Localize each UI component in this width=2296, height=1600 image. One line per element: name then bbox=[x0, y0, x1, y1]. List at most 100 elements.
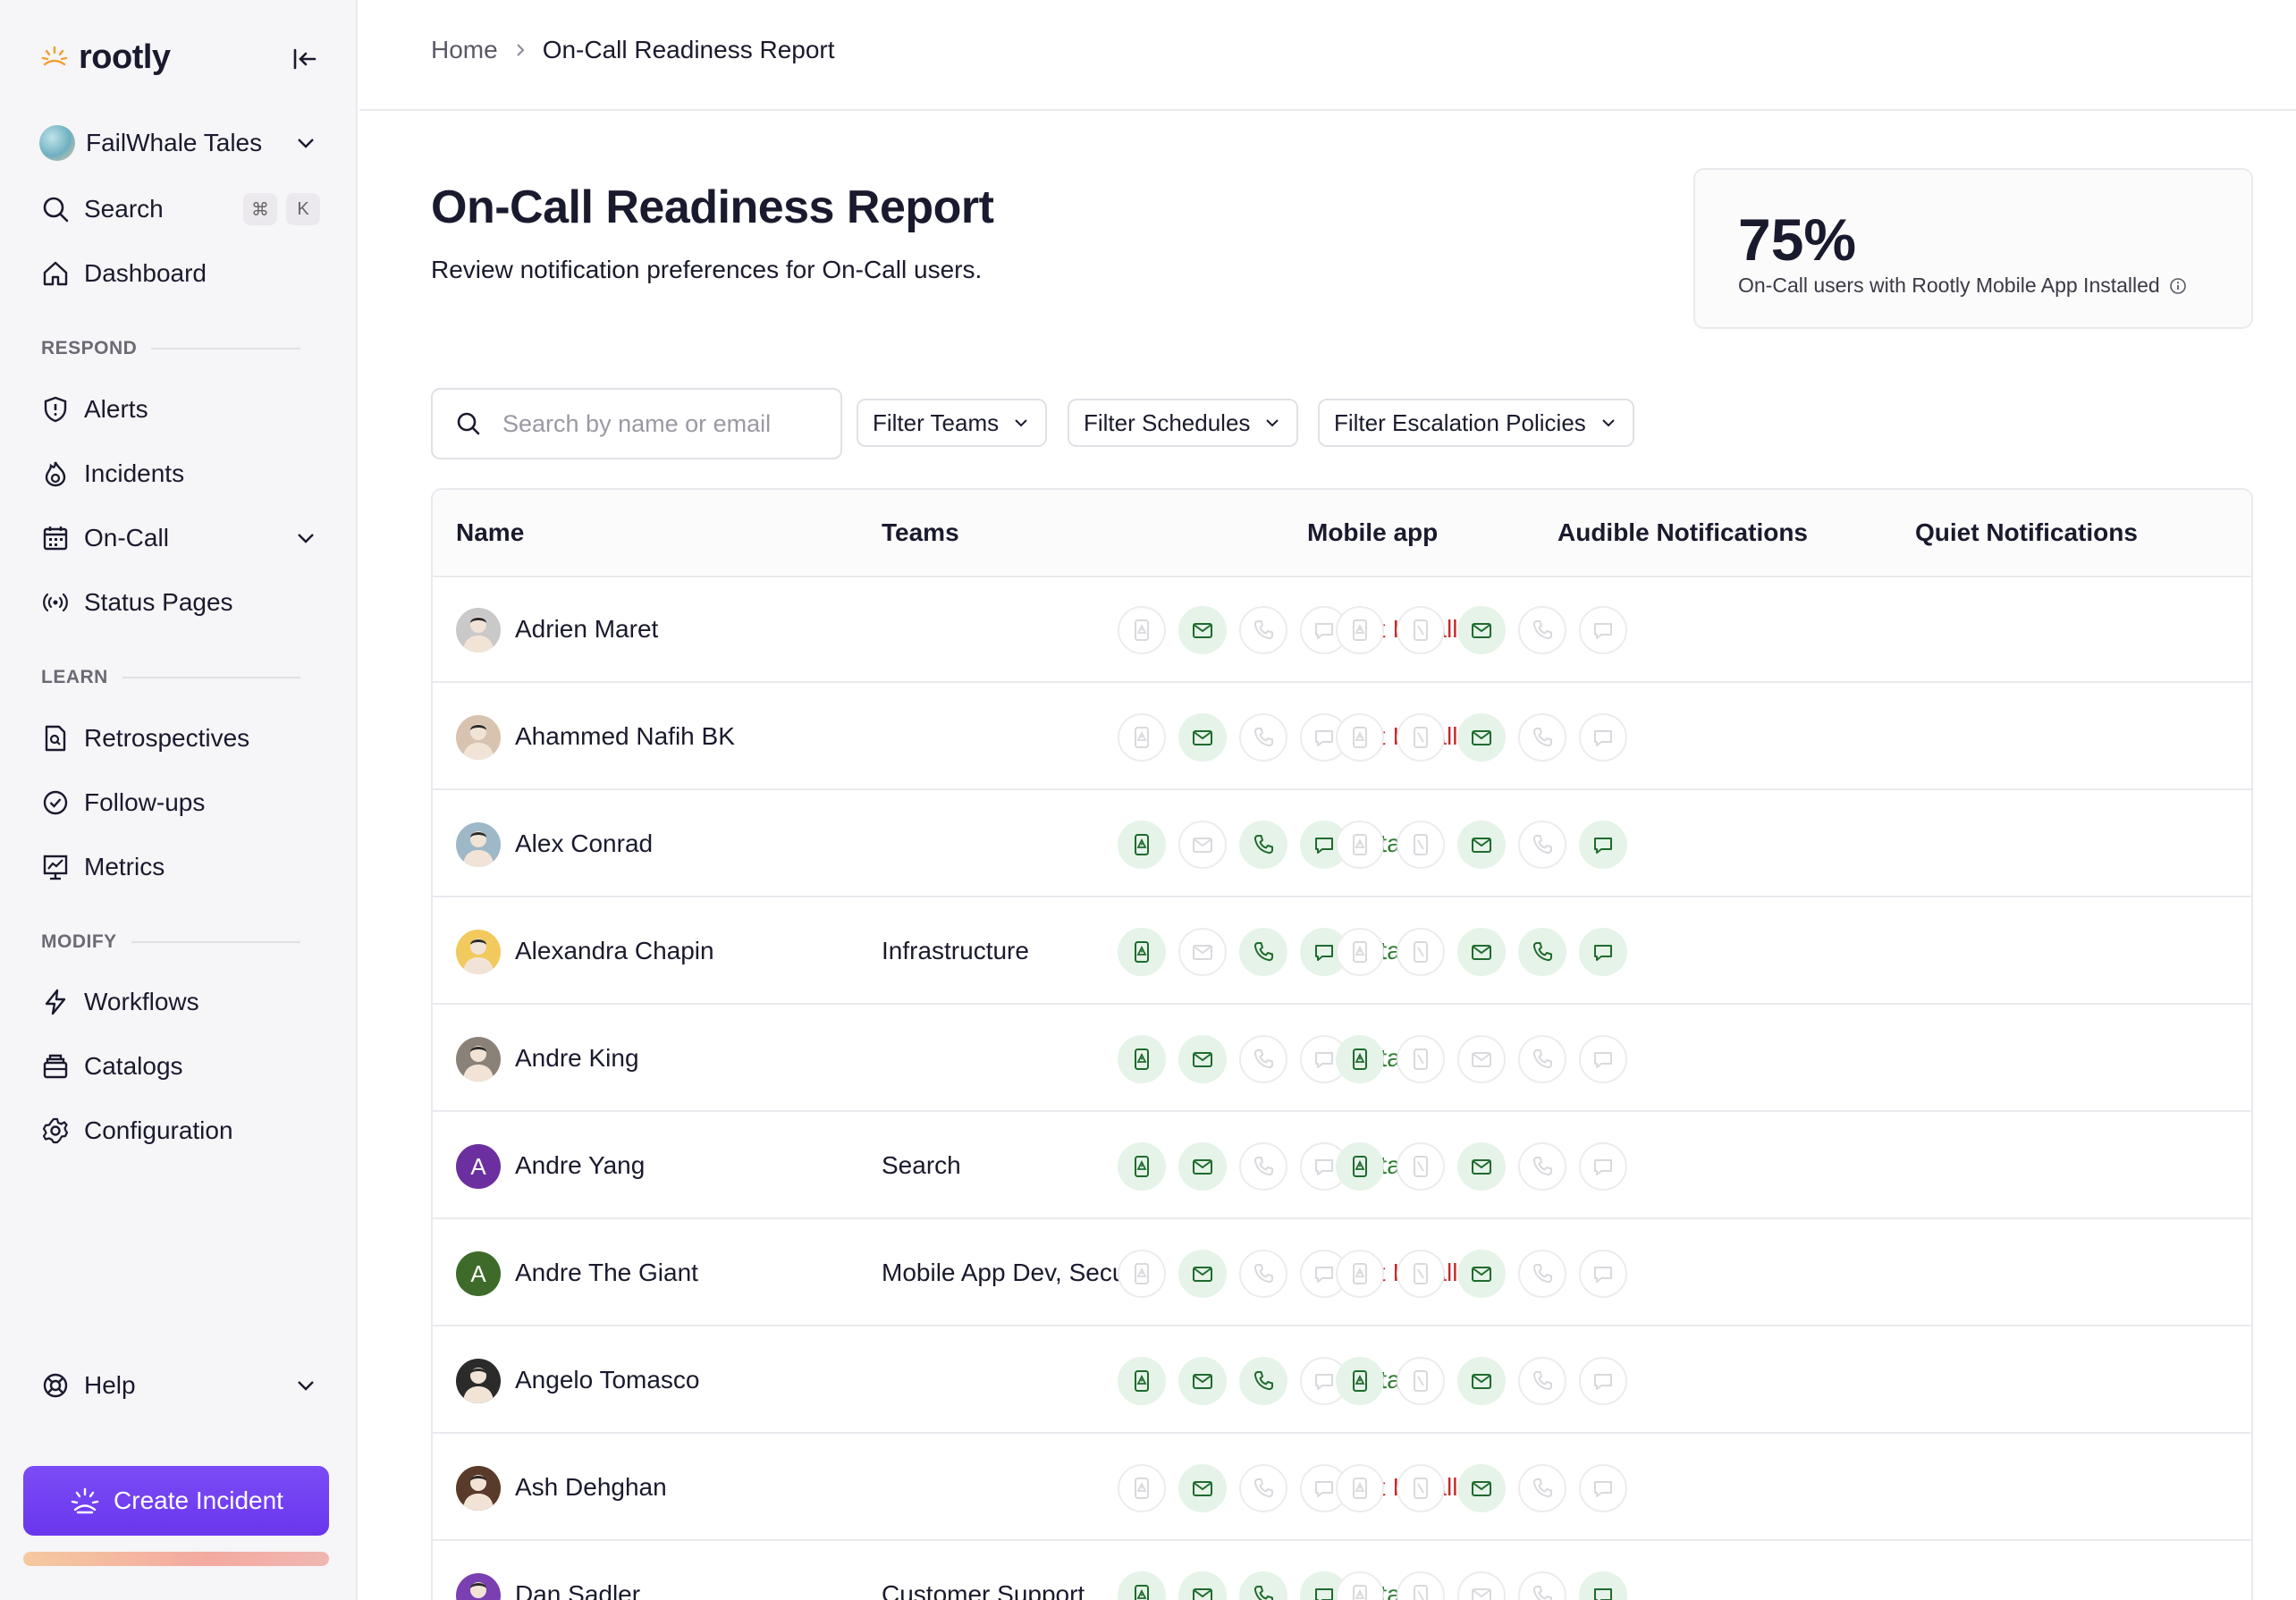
user-name[interactable]: Alexandra Chapin bbox=[515, 937, 714, 964]
email-icon bbox=[1457, 1464, 1506, 1512]
quiet-notification-icons bbox=[1336, 1250, 1640, 1298]
audible-notification-icons bbox=[1118, 606, 1361, 654]
email-icon bbox=[1457, 713, 1506, 762]
table-row[interactable]: Alex Conrad Installed bbox=[433, 792, 2251, 897]
email-icon bbox=[1457, 821, 1506, 869]
phone-icon bbox=[1518, 821, 1566, 869]
user-name[interactable]: Andre The Giant bbox=[515, 1259, 698, 1286]
mobile-push-icon bbox=[1118, 713, 1166, 762]
sidebar-item-on-call[interactable]: On-Call bbox=[25, 511, 333, 565]
table-row[interactable]: A Andre Yang Search Installed bbox=[433, 1114, 2251, 1219]
readiness-table: Name Teams Mobile app Audible Notificati… bbox=[431, 488, 2253, 1600]
sidebar-item-status-pages[interactable]: Status Pages bbox=[25, 576, 333, 629]
email-icon bbox=[1178, 1357, 1227, 1405]
sms-icon bbox=[1579, 821, 1627, 869]
column-header-mobile-app[interactable]: Mobile app bbox=[1307, 518, 1439, 546]
phone-icon bbox=[1239, 1357, 1287, 1405]
search-input[interactable] bbox=[502, 409, 824, 438]
create-incident-button[interactable]: Create Incident bbox=[23, 1466, 329, 1536]
table-row[interactable]: Dan Sadler Customer Support Installed bbox=[433, 1543, 2251, 1600]
sms-icon bbox=[1579, 1035, 1627, 1083]
user-name[interactable]: Andre Yang bbox=[515, 1151, 646, 1179]
filter-escalation-dropdown[interactable]: Filter Escalation Policies bbox=[1318, 399, 1634, 447]
user-search[interactable] bbox=[431, 388, 842, 459]
quiet-notification-icons bbox=[1336, 928, 1640, 976]
sidebar-item-dashboard[interactable]: Dashboard bbox=[25, 247, 333, 300]
sidebar: rootly FailWhale Tales Search ⌘ K Dashbo… bbox=[0, 0, 358, 1600]
sidebar-item-label: Workflows bbox=[84, 988, 199, 1015]
mobile-push-silent-icon bbox=[1397, 1035, 1445, 1083]
column-header-audible[interactable]: Audible Notifications bbox=[1557, 518, 1808, 546]
sidebar-item-metrics[interactable]: Metrics bbox=[25, 840, 333, 894]
mobile-push-silent-icon bbox=[1397, 1250, 1445, 1298]
info-icon[interactable] bbox=[2169, 277, 2187, 295]
quiet-notification-icons bbox=[1336, 1357, 1640, 1405]
logo[interactable]: rootly bbox=[39, 36, 322, 79]
avatar bbox=[456, 1359, 501, 1403]
user-teams: Search bbox=[882, 1151, 961, 1179]
user-name[interactable]: Ahammed Nafih BK bbox=[515, 722, 735, 750]
sidebar-search[interactable]: Search ⌘ K bbox=[25, 182, 333, 236]
table-row[interactable]: Ash Dehghan Not Installed bbox=[433, 1436, 2251, 1541]
person-silhouette-icon bbox=[463, 617, 494, 653]
sidebar-item-alerts[interactable]: Alerts bbox=[25, 383, 333, 436]
collapse-sidebar-icon[interactable] bbox=[286, 41, 322, 77]
mobile-push-icon bbox=[1336, 1142, 1384, 1191]
phone-icon bbox=[1518, 1035, 1566, 1083]
user-name[interactable]: Dan Sadler bbox=[515, 1580, 641, 1600]
email-icon bbox=[1457, 606, 1506, 654]
table-row[interactable]: Angelo Tomasco Installed bbox=[433, 1328, 2251, 1434]
phone-icon bbox=[1518, 1464, 1566, 1512]
section-respond: RESPOND bbox=[41, 338, 300, 359]
table-row[interactable]: Alexandra Chapin Infrastructure Installe… bbox=[433, 899, 2251, 1005]
user-name[interactable]: Adrien Maret bbox=[515, 615, 659, 643]
column-header-teams[interactable]: Teams bbox=[882, 518, 959, 546]
audible-notification-icons bbox=[1118, 1464, 1361, 1512]
audible-notification-icons bbox=[1118, 1250, 1361, 1298]
mobile-push-silent-icon bbox=[1397, 1142, 1445, 1191]
mobile-push-icon bbox=[1118, 606, 1166, 654]
email-icon bbox=[1178, 1571, 1227, 1600]
user-name[interactable]: Ash Dehghan bbox=[515, 1473, 667, 1501]
avatar: A bbox=[456, 1144, 501, 1189]
sidebar-item-configuration[interactable]: Configuration bbox=[25, 1104, 333, 1158]
column-header-quiet[interactable]: Quiet Notifications bbox=[1915, 518, 2138, 546]
phone-icon bbox=[1239, 1035, 1287, 1083]
user-name[interactable]: Angelo Tomasco bbox=[515, 1366, 700, 1394]
sidebar-item-retrospectives[interactable]: Retrospectives bbox=[25, 712, 333, 765]
mobile-push-icon bbox=[1118, 928, 1166, 976]
phone-icon bbox=[1239, 713, 1287, 762]
email-icon bbox=[1457, 1035, 1506, 1083]
user-name[interactable]: Alex Conrad bbox=[515, 829, 654, 857]
sidebar-item-follow-ups[interactable]: Follow-ups bbox=[25, 776, 333, 829]
sms-icon bbox=[1579, 1250, 1627, 1298]
table-row[interactable]: Andre King Installed bbox=[433, 1006, 2251, 1112]
sms-icon bbox=[1579, 1571, 1627, 1600]
mobile-push-icon bbox=[1118, 1035, 1166, 1083]
section-modify: MODIFY bbox=[41, 931, 300, 953]
document-search-icon bbox=[39, 722, 72, 754]
breadcrumb-home[interactable]: Home bbox=[431, 36, 498, 63]
sidebar-item-workflows[interactable]: Workflows bbox=[25, 975, 333, 1029]
sidebar-item-label: Retrospectives bbox=[84, 724, 250, 752]
filter-schedules-dropdown[interactable]: Filter Schedules bbox=[1068, 399, 1299, 447]
table-row[interactable]: A Andre The Giant Mobile App Dev, Securi… bbox=[433, 1221, 2251, 1326]
column-header-name[interactable]: Name bbox=[456, 518, 525, 546]
table-row[interactable]: Ahammed Nafih BK Not Installed bbox=[433, 685, 2251, 790]
sidebar-item-label: Metrics bbox=[84, 853, 165, 880]
user-name[interactable]: Andre King bbox=[515, 1044, 639, 1072]
sidebar-item-catalogs[interactable]: Catalogs bbox=[25, 1040, 333, 1093]
sms-icon bbox=[1579, 606, 1627, 654]
email-icon bbox=[1457, 1142, 1506, 1191]
mobile-push-icon bbox=[1336, 928, 1384, 976]
org-switcher[interactable]: FailWhale Tales bbox=[25, 116, 333, 170]
person-silhouette-icon bbox=[463, 939, 494, 974]
sms-icon bbox=[1579, 1357, 1627, 1405]
audible-notification-icons bbox=[1118, 1035, 1361, 1083]
sidebar-item-help[interactable]: Help bbox=[25, 1359, 333, 1412]
sidebar-item-incidents[interactable]: Incidents bbox=[25, 447, 333, 501]
table-row[interactable]: Adrien Maret Not Installed bbox=[433, 577, 2251, 683]
rootly-logo-icon bbox=[39, 42, 70, 72]
chevron-down-icon bbox=[298, 1381, 314, 1391]
filter-teams-dropdown[interactable]: Filter Teams bbox=[857, 399, 1048, 447]
